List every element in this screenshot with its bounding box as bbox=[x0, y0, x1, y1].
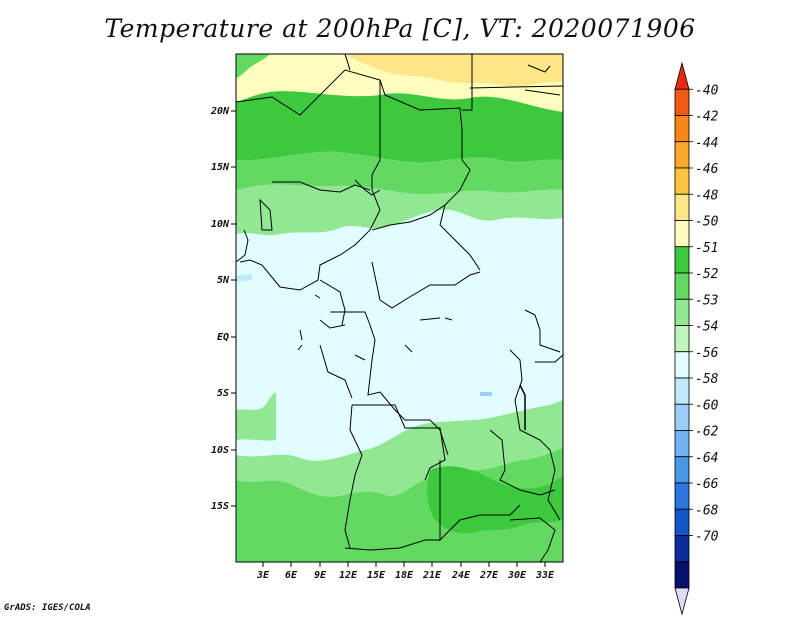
colorbar-swatch bbox=[674, 246, 690, 274]
colorbar-label: -58 bbox=[695, 372, 719, 387]
colorbar-swatch bbox=[674, 167, 690, 195]
latitude-axis bbox=[231, 110, 236, 507]
colorbar-swatch bbox=[674, 482, 690, 510]
lat-label-15s: 15S bbox=[211, 501, 229, 512]
lon-label-18e: 18E bbox=[395, 570, 414, 581]
colorbar-label: -42 bbox=[695, 110, 719, 125]
country-borders bbox=[235, 53, 564, 563]
colorbar-label: -50 bbox=[695, 215, 719, 230]
colorbar-labels: -40 -42 -44 -46 -48 -50 -51 -52 -53 -54 -56 -58 -60 -… bbox=[689, 83, 719, 545]
colorbar-swatch bbox=[674, 535, 690, 563]
colorbar-swatch bbox=[674, 561, 690, 589]
colorbar-label: -66 bbox=[695, 477, 719, 492]
lat-label-5n: 5N bbox=[217, 275, 230, 286]
lat-label-10n: 10N bbox=[211, 219, 230, 230]
colorbar-swatch bbox=[674, 456, 690, 484]
lon-label-9e: 9E bbox=[314, 570, 327, 581]
colorbar-label: -64 bbox=[695, 451, 718, 466]
lon-label-15e: 15E bbox=[367, 570, 386, 581]
colorbar-label: -44 bbox=[695, 136, 718, 151]
colorbar-swatch bbox=[674, 351, 690, 379]
colorbar-swatch bbox=[674, 220, 690, 248]
lat-label-20n: 20N bbox=[210, 106, 230, 117]
colorbar-swatch bbox=[674, 508, 690, 536]
colorbar-swatch bbox=[674, 193, 690, 221]
colorbar-label: -46 bbox=[695, 162, 719, 177]
colorbar-swatch bbox=[674, 88, 690, 116]
colorbar-label: -54 bbox=[695, 320, 718, 335]
lat-label-5s: 5S bbox=[217, 388, 229, 399]
colorbar-label: -51 bbox=[695, 241, 718, 256]
lon-label-3e: 3E bbox=[256, 570, 270, 581]
lon-label-6e: 6E bbox=[285, 570, 298, 581]
colorbar-swatch bbox=[674, 298, 690, 326]
lon-label-24e: 24E bbox=[451, 570, 471, 581]
colorbar-swatch bbox=[674, 430, 690, 458]
colorbar-swatch bbox=[674, 325, 690, 353]
temperature-field bbox=[236, 54, 563, 562]
lon-label-30e: 30E bbox=[507, 570, 527, 581]
lat-label-eq: EQ bbox=[217, 332, 229, 343]
colorbar-swatch bbox=[674, 377, 690, 405]
lon-label-33e: 33E bbox=[535, 570, 555, 581]
colorbar-swatch bbox=[674, 61, 690, 90]
colorbar-label: -40 bbox=[695, 83, 719, 98]
lat-label-10s: 10S bbox=[211, 445, 229, 456]
colorbar-label: -60 bbox=[695, 398, 719, 413]
lat-label-15n: 15N bbox=[211, 162, 230, 173]
colorbar-swatch bbox=[674, 115, 690, 143]
colorbar-label: -52 bbox=[695, 267, 719, 282]
grads-credit: GrADS: IGES/COLA bbox=[4, 603, 91, 613]
map-frame bbox=[235, 53, 564, 563]
colorbar-label: -62 bbox=[695, 425, 719, 440]
lon-label-21e: 21E bbox=[422, 570, 442, 581]
colorbar-swatch bbox=[674, 272, 690, 300]
colorbar-label: -70 bbox=[695, 530, 719, 545]
colorbar-swatch bbox=[674, 403, 690, 431]
colorbar-swatch bbox=[674, 141, 690, 169]
longitude-axis bbox=[262, 562, 546, 567]
lon-label-12e: 12E bbox=[339, 570, 358, 581]
colorbar-label: -68 bbox=[695, 503, 719, 518]
colorbar-label: -48 bbox=[695, 188, 719, 203]
lon-label-27e: 27E bbox=[479, 570, 499, 581]
colorbar-label: -56 bbox=[695, 346, 719, 361]
colorbar-swatch bbox=[674, 587, 690, 616]
map-title: Temperature at 200hPa [C], VT: 202007190… bbox=[104, 14, 696, 43]
colorbar bbox=[674, 61, 690, 616]
colorbar-label: -53 bbox=[695, 293, 718, 308]
